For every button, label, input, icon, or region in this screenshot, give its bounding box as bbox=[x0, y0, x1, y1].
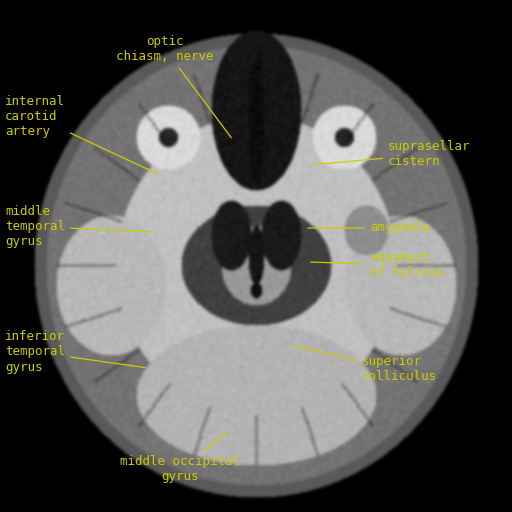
Text: suprasellar
cistern: suprasellar cistern bbox=[313, 140, 471, 168]
Text: aquaduct
of Sylvius: aquaduct of Sylvius bbox=[311, 251, 445, 279]
Text: middle
temporal
gyrus: middle temporal gyrus bbox=[5, 205, 152, 248]
Text: internal
carotid
artery: internal carotid artery bbox=[5, 95, 158, 174]
Text: amygdala: amygdala bbox=[308, 222, 430, 234]
Text: optic
chiasm, nerve: optic chiasm, nerve bbox=[116, 35, 231, 138]
Text: inferior
temporal
gyrus: inferior temporal gyrus bbox=[5, 331, 145, 373]
Text: superior
colliculus: superior colliculus bbox=[293, 346, 437, 383]
Text: middle occipital
gyrus: middle occipital gyrus bbox=[120, 432, 240, 483]
